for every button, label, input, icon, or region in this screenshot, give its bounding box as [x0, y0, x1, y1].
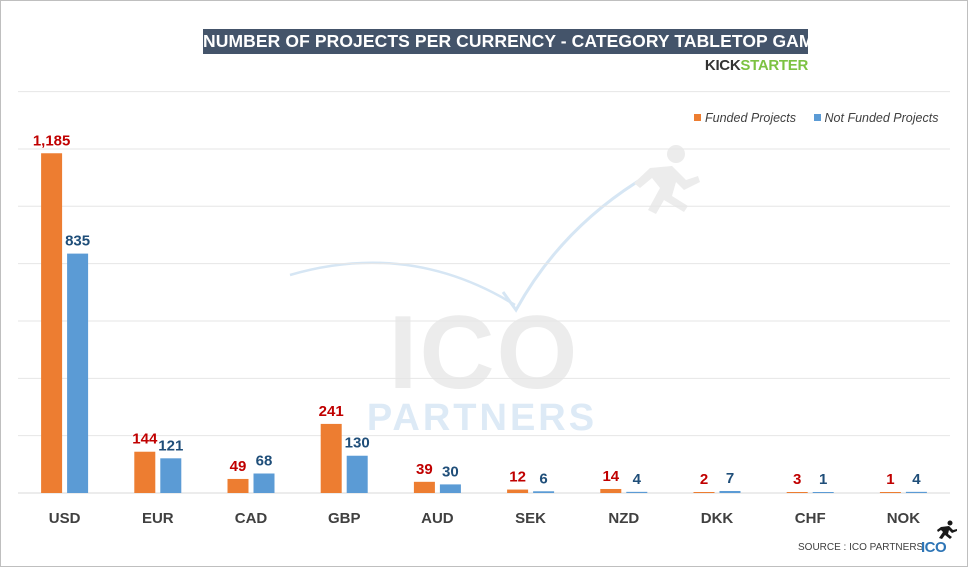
data-label-not-funded-dkk: 7	[726, 470, 734, 487]
ico-logo: ICO	[921, 539, 947, 556]
bar-not-funded-gbp	[346, 455, 368, 493]
x-tick-label-nzd: NZD	[608, 510, 639, 527]
data-label-not-funded-sek: 6	[539, 470, 547, 487]
data-label-funded-aud: 39	[416, 461, 433, 478]
bar-funded-dkk	[693, 492, 715, 493]
bar-funded-cad	[227, 478, 249, 493]
bar-not-funded-dkk	[719, 490, 741, 493]
x-tick-label-cad: CAD	[235, 510, 268, 527]
runner-watermark-icon	[634, 145, 700, 214]
bar-funded-sek	[507, 489, 529, 493]
bar-not-funded-sek	[533, 491, 555, 493]
bar-funded-eur	[134, 451, 156, 493]
legend: Funded Projects Not Funded Projects	[694, 111, 938, 125]
data-label-not-funded-eur: 121	[158, 437, 183, 454]
data-label-funded-sek: 12	[509, 469, 526, 486]
legend-item-funded: Funded Projects	[694, 111, 796, 125]
x-tick-label-nok: NOK	[887, 510, 921, 527]
bar-not-funded-nok	[905, 491, 927, 493]
data-label-funded-chf: 3	[793, 471, 801, 488]
data-label-not-funded-aud: 30	[442, 463, 459, 480]
bar-not-funded-nzd	[626, 491, 648, 493]
bar-funded-usd	[41, 153, 63, 493]
x-tick-label-gbp: GBP	[328, 510, 361, 527]
kickstarter-logo: KICKSTARTER	[704, 57, 808, 74]
data-label-funded-cad: 49	[230, 458, 247, 475]
data-label-not-funded-nok: 4	[912, 471, 921, 488]
bar-not-funded-chf	[812, 492, 834, 493]
runner-icon	[937, 520, 957, 539]
data-label-not-funded-nzd: 4	[633, 471, 642, 488]
bar-not-funded-eur	[160, 458, 182, 493]
swoosh-arc	[289, 261, 516, 307]
x-tick-label-chf: CHF	[795, 510, 826, 527]
data-label-not-funded-gbp: 130	[345, 435, 370, 452]
swoosh-check	[501, 178, 641, 313]
data-label-not-funded-chf: 1	[819, 471, 827, 488]
x-tick-label-aud: AUD	[421, 510, 454, 527]
x-tick-label-dkk: DKK	[701, 510, 734, 527]
x-tick-label-usd: USD	[49, 510, 81, 527]
bar-funded-chf	[786, 492, 808, 493]
data-label-funded-dkk: 2	[700, 471, 708, 488]
source-note: SOURCE : ICO PARTNERS	[798, 542, 924, 553]
data-label-funded-usd: 1,185	[33, 132, 71, 149]
data-label-funded-nzd: 14	[602, 468, 619, 485]
watermark-ico: ICO	[389, 295, 580, 411]
bar-funded-nzd	[600, 488, 622, 493]
data-label-funded-gbp: 241	[319, 403, 344, 420]
data-label-not-funded-usd: 835	[65, 233, 90, 250]
bar-not-funded-usd	[67, 253, 89, 493]
watermark-partners: PARTNERS	[367, 397, 597, 439]
bar-not-funded-aud	[439, 484, 461, 493]
data-label-funded-eur: 144	[132, 431, 158, 448]
x-tick-label-eur: EUR	[142, 510, 174, 527]
data-label-not-funded-cad: 68	[256, 453, 273, 470]
chart-title: NUMBER OF PROJECTS PER CURRENCY - CATEGO…	[203, 29, 837, 54]
legend-item-not-funded: Not Funded Projects	[813, 111, 938, 125]
bar-funded-nok	[879, 492, 901, 493]
bar-not-funded-cad	[253, 473, 275, 493]
bar-funded-aud	[413, 481, 435, 493]
bar-funded-gbp	[320, 423, 342, 493]
data-label-funded-nok: 1	[886, 471, 894, 488]
x-tick-label-sek: SEK	[515, 510, 546, 527]
